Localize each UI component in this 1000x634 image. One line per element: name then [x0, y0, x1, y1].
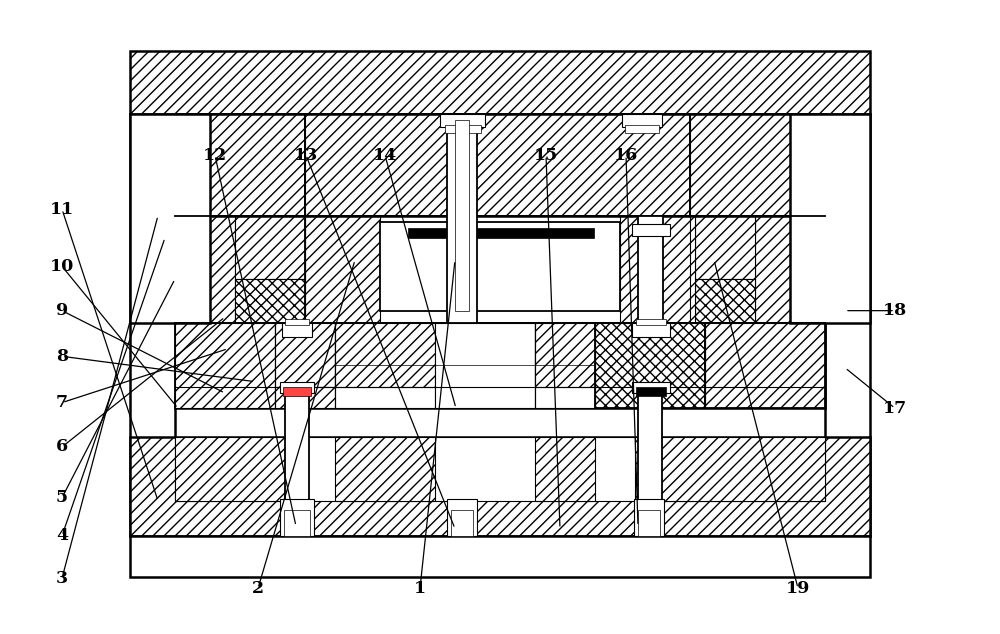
- Bar: [335, 437, 435, 501]
- Bar: [130, 114, 210, 323]
- Bar: [720, 216, 790, 241]
- Bar: [282, 323, 312, 337]
- Text: 13: 13: [294, 147, 318, 164]
- Text: 14: 14: [373, 147, 397, 164]
- Bar: [634, 499, 664, 536]
- Bar: [275, 387, 335, 408]
- Bar: [435, 323, 535, 408]
- Text: 8: 8: [56, 348, 68, 365]
- Bar: [380, 222, 620, 311]
- Text: 7: 7: [56, 394, 68, 411]
- Bar: [335, 323, 435, 408]
- Bar: [690, 114, 825, 216]
- Bar: [451, 510, 473, 536]
- Bar: [455, 120, 469, 311]
- Bar: [632, 224, 670, 236]
- Bar: [535, 323, 595, 387]
- Bar: [695, 216, 755, 279]
- Text: 16: 16: [614, 147, 638, 164]
- Bar: [235, 279, 305, 323]
- Bar: [632, 323, 670, 337]
- Bar: [638, 510, 660, 536]
- Text: 5: 5: [56, 489, 68, 506]
- Text: 11: 11: [50, 201, 74, 217]
- Bar: [175, 437, 825, 501]
- Text: 10: 10: [50, 258, 74, 275]
- Bar: [790, 114, 870, 323]
- Bar: [535, 437, 595, 501]
- Text: 19: 19: [786, 580, 810, 597]
- Text: 18: 18: [883, 302, 907, 319]
- Bar: [305, 114, 460, 216]
- Bar: [175, 114, 825, 216]
- Bar: [235, 216, 305, 279]
- Bar: [705, 323, 825, 408]
- Bar: [622, 114, 662, 127]
- Text: 12: 12: [203, 147, 227, 164]
- Bar: [825, 114, 870, 536]
- Bar: [130, 437, 870, 536]
- Text: 15: 15: [534, 147, 558, 164]
- Bar: [408, 228, 594, 238]
- Bar: [335, 323, 435, 387]
- Bar: [635, 437, 825, 501]
- Bar: [695, 279, 755, 323]
- Text: 2: 2: [252, 580, 264, 597]
- Bar: [284, 510, 310, 536]
- Bar: [460, 114, 690, 216]
- Bar: [595, 323, 705, 408]
- Bar: [305, 216, 695, 323]
- Bar: [130, 51, 870, 114]
- Bar: [445, 125, 481, 133]
- Bar: [130, 536, 870, 577]
- Bar: [175, 323, 825, 408]
- Text: 9: 9: [56, 302, 68, 319]
- Bar: [280, 499, 314, 536]
- Bar: [447, 499, 477, 536]
- Text: 4: 4: [56, 527, 68, 544]
- Bar: [620, 216, 695, 323]
- Bar: [280, 382, 314, 393]
- Bar: [285, 319, 309, 325]
- Bar: [625, 125, 659, 133]
- Text: 17: 17: [883, 400, 907, 417]
- Bar: [755, 216, 825, 323]
- Text: 3: 3: [56, 570, 68, 586]
- Bar: [638, 216, 663, 323]
- Bar: [638, 387, 662, 535]
- Bar: [305, 216, 380, 323]
- Bar: [130, 114, 175, 536]
- Bar: [175, 323, 275, 408]
- Bar: [695, 216, 825, 323]
- Bar: [175, 114, 305, 216]
- Bar: [175, 437, 285, 501]
- Bar: [175, 216, 275, 241]
- Text: 6: 6: [56, 439, 68, 455]
- Bar: [285, 387, 309, 535]
- Bar: [636, 387, 666, 396]
- Bar: [175, 216, 235, 323]
- Bar: [175, 216, 305, 323]
- Bar: [595, 323, 705, 408]
- Bar: [632, 382, 670, 393]
- Bar: [535, 323, 595, 408]
- Bar: [283, 387, 311, 396]
- Bar: [275, 323, 335, 387]
- Bar: [447, 114, 477, 323]
- Text: 1: 1: [414, 580, 426, 597]
- Bar: [705, 323, 825, 408]
- Bar: [440, 114, 485, 127]
- Bar: [636, 319, 666, 325]
